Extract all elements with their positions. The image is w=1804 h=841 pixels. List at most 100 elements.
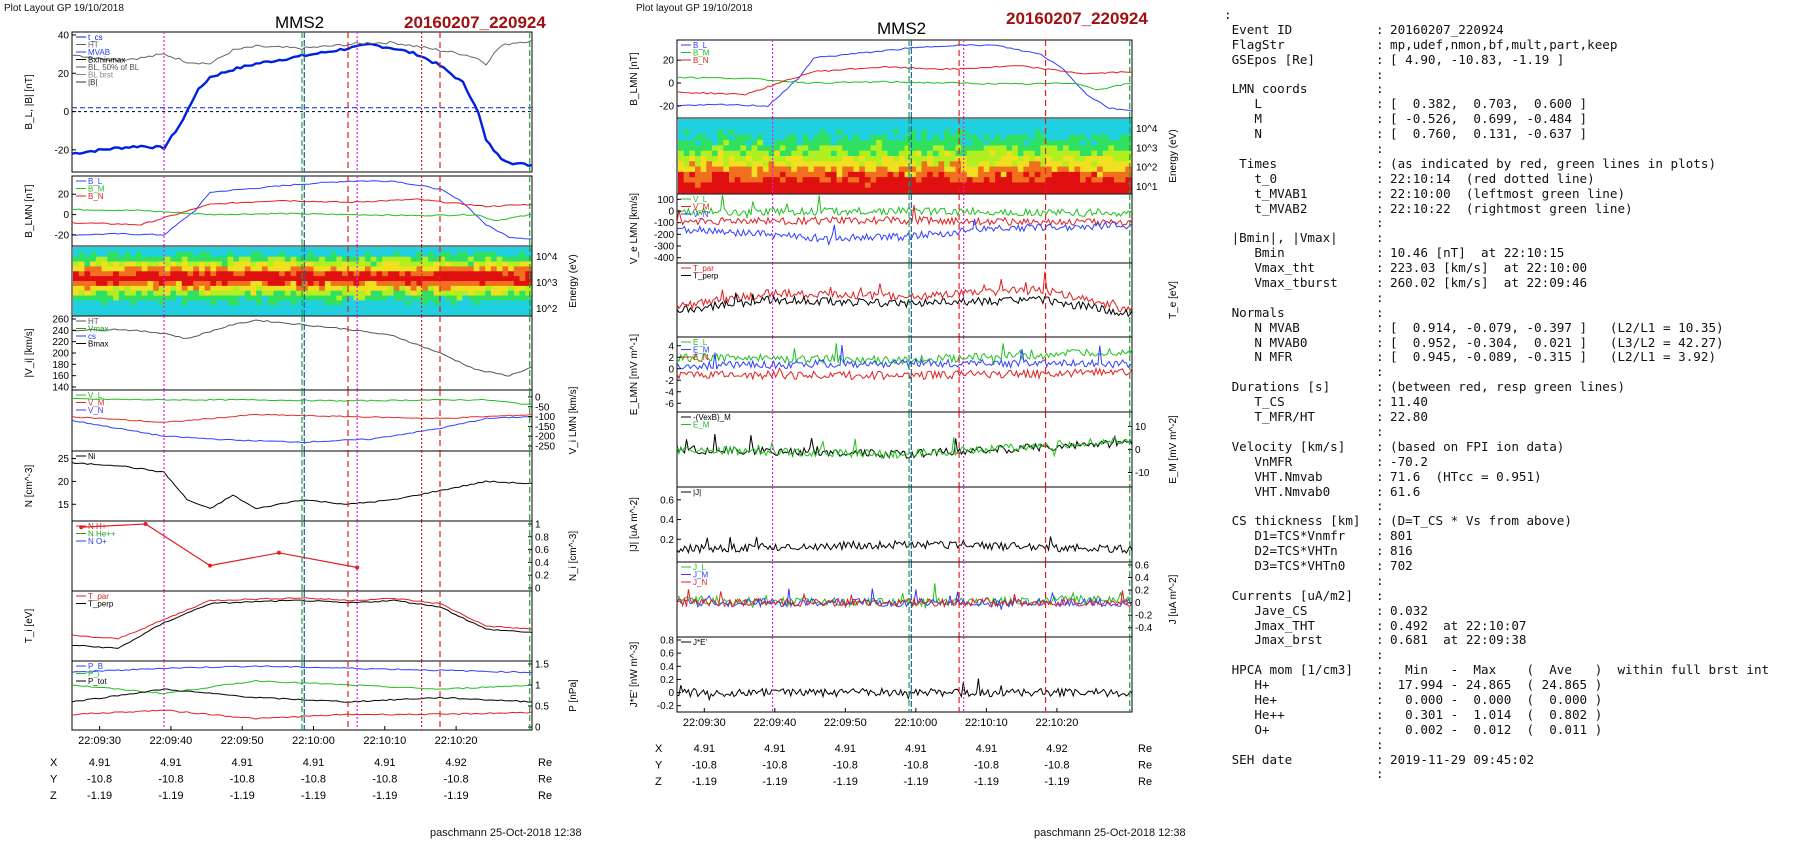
summary-row: Jmax_THT: 0.492 at 22:10:07 <box>1224 618 1800 634</box>
summary-colon: : <box>1376 513 1392 529</box>
spectrogram-cell <box>78 256 85 262</box>
spectrogram-cell <box>78 276 85 282</box>
spectrogram-cell <box>779 187 786 194</box>
spectrogram-cell <box>78 266 85 272</box>
spectrogram-cell <box>279 281 286 287</box>
spectrogram-cell <box>910 161 917 167</box>
spectrogram-cell <box>796 166 803 173</box>
spectrogram-cell <box>723 129 730 136</box>
spectrogram-cell <box>836 134 843 141</box>
spectrogram-cell <box>853 129 860 136</box>
spectrogram-cell <box>124 285 131 292</box>
spectrogram-cell <box>808 177 815 183</box>
spectrogram-cell <box>1057 140 1064 146</box>
spectrogram-cell <box>130 276 137 282</box>
spectrogram-cell <box>78 295 85 301</box>
spectrogram-cell <box>1068 119 1075 125</box>
spectrogram-cell <box>734 171 741 178</box>
spectrogram-cell <box>819 156 826 162</box>
spectrogram-cell <box>468 295 475 301</box>
summary-value: [ 0.952, -0.304, 0.021 ] (L3/L2 = 42.27) <box>1390 334 1724 350</box>
spectrogram-cell <box>141 290 148 296</box>
spectrogram-cell <box>90 271 97 277</box>
y-axis-label: J [uA m^-2] <box>1168 574 1179 624</box>
spectrogram-cell <box>239 290 246 296</box>
spectrogram-cell <box>221 285 228 292</box>
spectrogram-cell <box>233 266 240 272</box>
spectrogram-cell <box>955 156 962 162</box>
spectrogram-cell <box>972 161 979 167</box>
spectrogram-cell <box>290 247 297 253</box>
spectrogram-cell <box>95 266 103 272</box>
pos-value: -10.8 <box>230 774 255 786</box>
spectrogram-cell <box>302 290 309 296</box>
spectrogram-cell <box>791 166 798 173</box>
spectrogram-cell <box>1114 182 1121 189</box>
summary-colon: : <box>1376 409 1392 425</box>
spectrogram-cell <box>762 182 769 189</box>
spectrogram-cell <box>330 305 337 311</box>
spectrogram-cell <box>972 171 979 178</box>
spectrogram-cell <box>830 166 837 173</box>
spectrogram-cell <box>978 145 985 152</box>
spectrogram-cell <box>221 300 228 306</box>
spectrogram-cell <box>473 310 480 316</box>
spectrogram-cell <box>176 295 183 301</box>
spectrogram-cell <box>791 124 798 130</box>
spectrogram-cell <box>279 271 286 277</box>
spectrogram-cell <box>359 271 366 277</box>
spectrogram-cell <box>267 300 274 306</box>
spectrogram-cell <box>717 166 724 173</box>
spectrogram-cell <box>370 266 377 272</box>
spectrogram-cell <box>791 171 798 178</box>
summary-row: Event ID: 20160207_220924 <box>1224 22 1800 38</box>
spectrogram-cell <box>1000 129 1007 136</box>
spectrogram-cell <box>267 285 274 292</box>
spectrogram-cell <box>859 119 866 125</box>
spectrogram-cell <box>204 295 211 301</box>
summary-colon: : <box>1376 96 1392 112</box>
spectrogram-cell <box>342 266 349 272</box>
panel-R7: 0.20.40.6|J||J| [uA m^-2] <box>629 486 1133 563</box>
spectrogram-cell <box>711 140 719 146</box>
spectrogram-cell <box>433 261 440 267</box>
spectrogram-cell <box>462 305 469 311</box>
spectrogram-cell <box>1017 124 1024 130</box>
spectrogram-cell <box>1074 166 1081 173</box>
summary-colon: : <box>1376 66 1392 82</box>
spectrogram-cell <box>502 281 509 287</box>
spectrogram-cell <box>210 261 217 267</box>
spectrogram-cell <box>290 281 297 287</box>
spectrogram-cell <box>370 281 377 287</box>
spectrogram-cell <box>1097 150 1104 157</box>
summary-row: D2=TCS*VHTn: 816 <box>1224 543 1800 559</box>
summary-row: : <box>1224 737 1800 753</box>
series-line-P_tot <box>71 665 532 674</box>
y-tick-label: 0.8 <box>535 532 549 543</box>
spectrogram-cell <box>284 290 291 296</box>
spectrogram-cell <box>1051 134 1058 141</box>
spectrogram-cell <box>1017 140 1024 146</box>
spectrogram-cell <box>825 161 832 167</box>
spectrogram-cell <box>802 156 809 162</box>
spectrogram-cell <box>382 310 389 316</box>
spectrogram-cell <box>95 285 103 292</box>
spectrogram-cell <box>1006 182 1013 189</box>
spectrogram-cell <box>324 281 332 287</box>
spectrogram-cell <box>808 161 815 167</box>
spectrogram-cell <box>319 295 326 301</box>
spectrogram-cell <box>113 271 120 277</box>
spectrogram-cell <box>876 161 883 167</box>
spectrogram-cell <box>1029 129 1036 136</box>
spectrogram-cell <box>290 271 297 277</box>
spectrogram-cell <box>728 119 736 125</box>
spectrogram-cell <box>342 295 349 301</box>
spectrogram-cell <box>210 285 217 292</box>
spectrogram-cell <box>1091 145 1098 152</box>
spectrogram-cell <box>519 305 526 311</box>
spectrogram-cell <box>887 187 894 194</box>
legend-entry: B_N <box>693 56 709 65</box>
spectrogram-cell <box>859 171 866 178</box>
spectrogram-cell <box>779 129 786 136</box>
spectrogram-cell <box>1012 166 1019 173</box>
